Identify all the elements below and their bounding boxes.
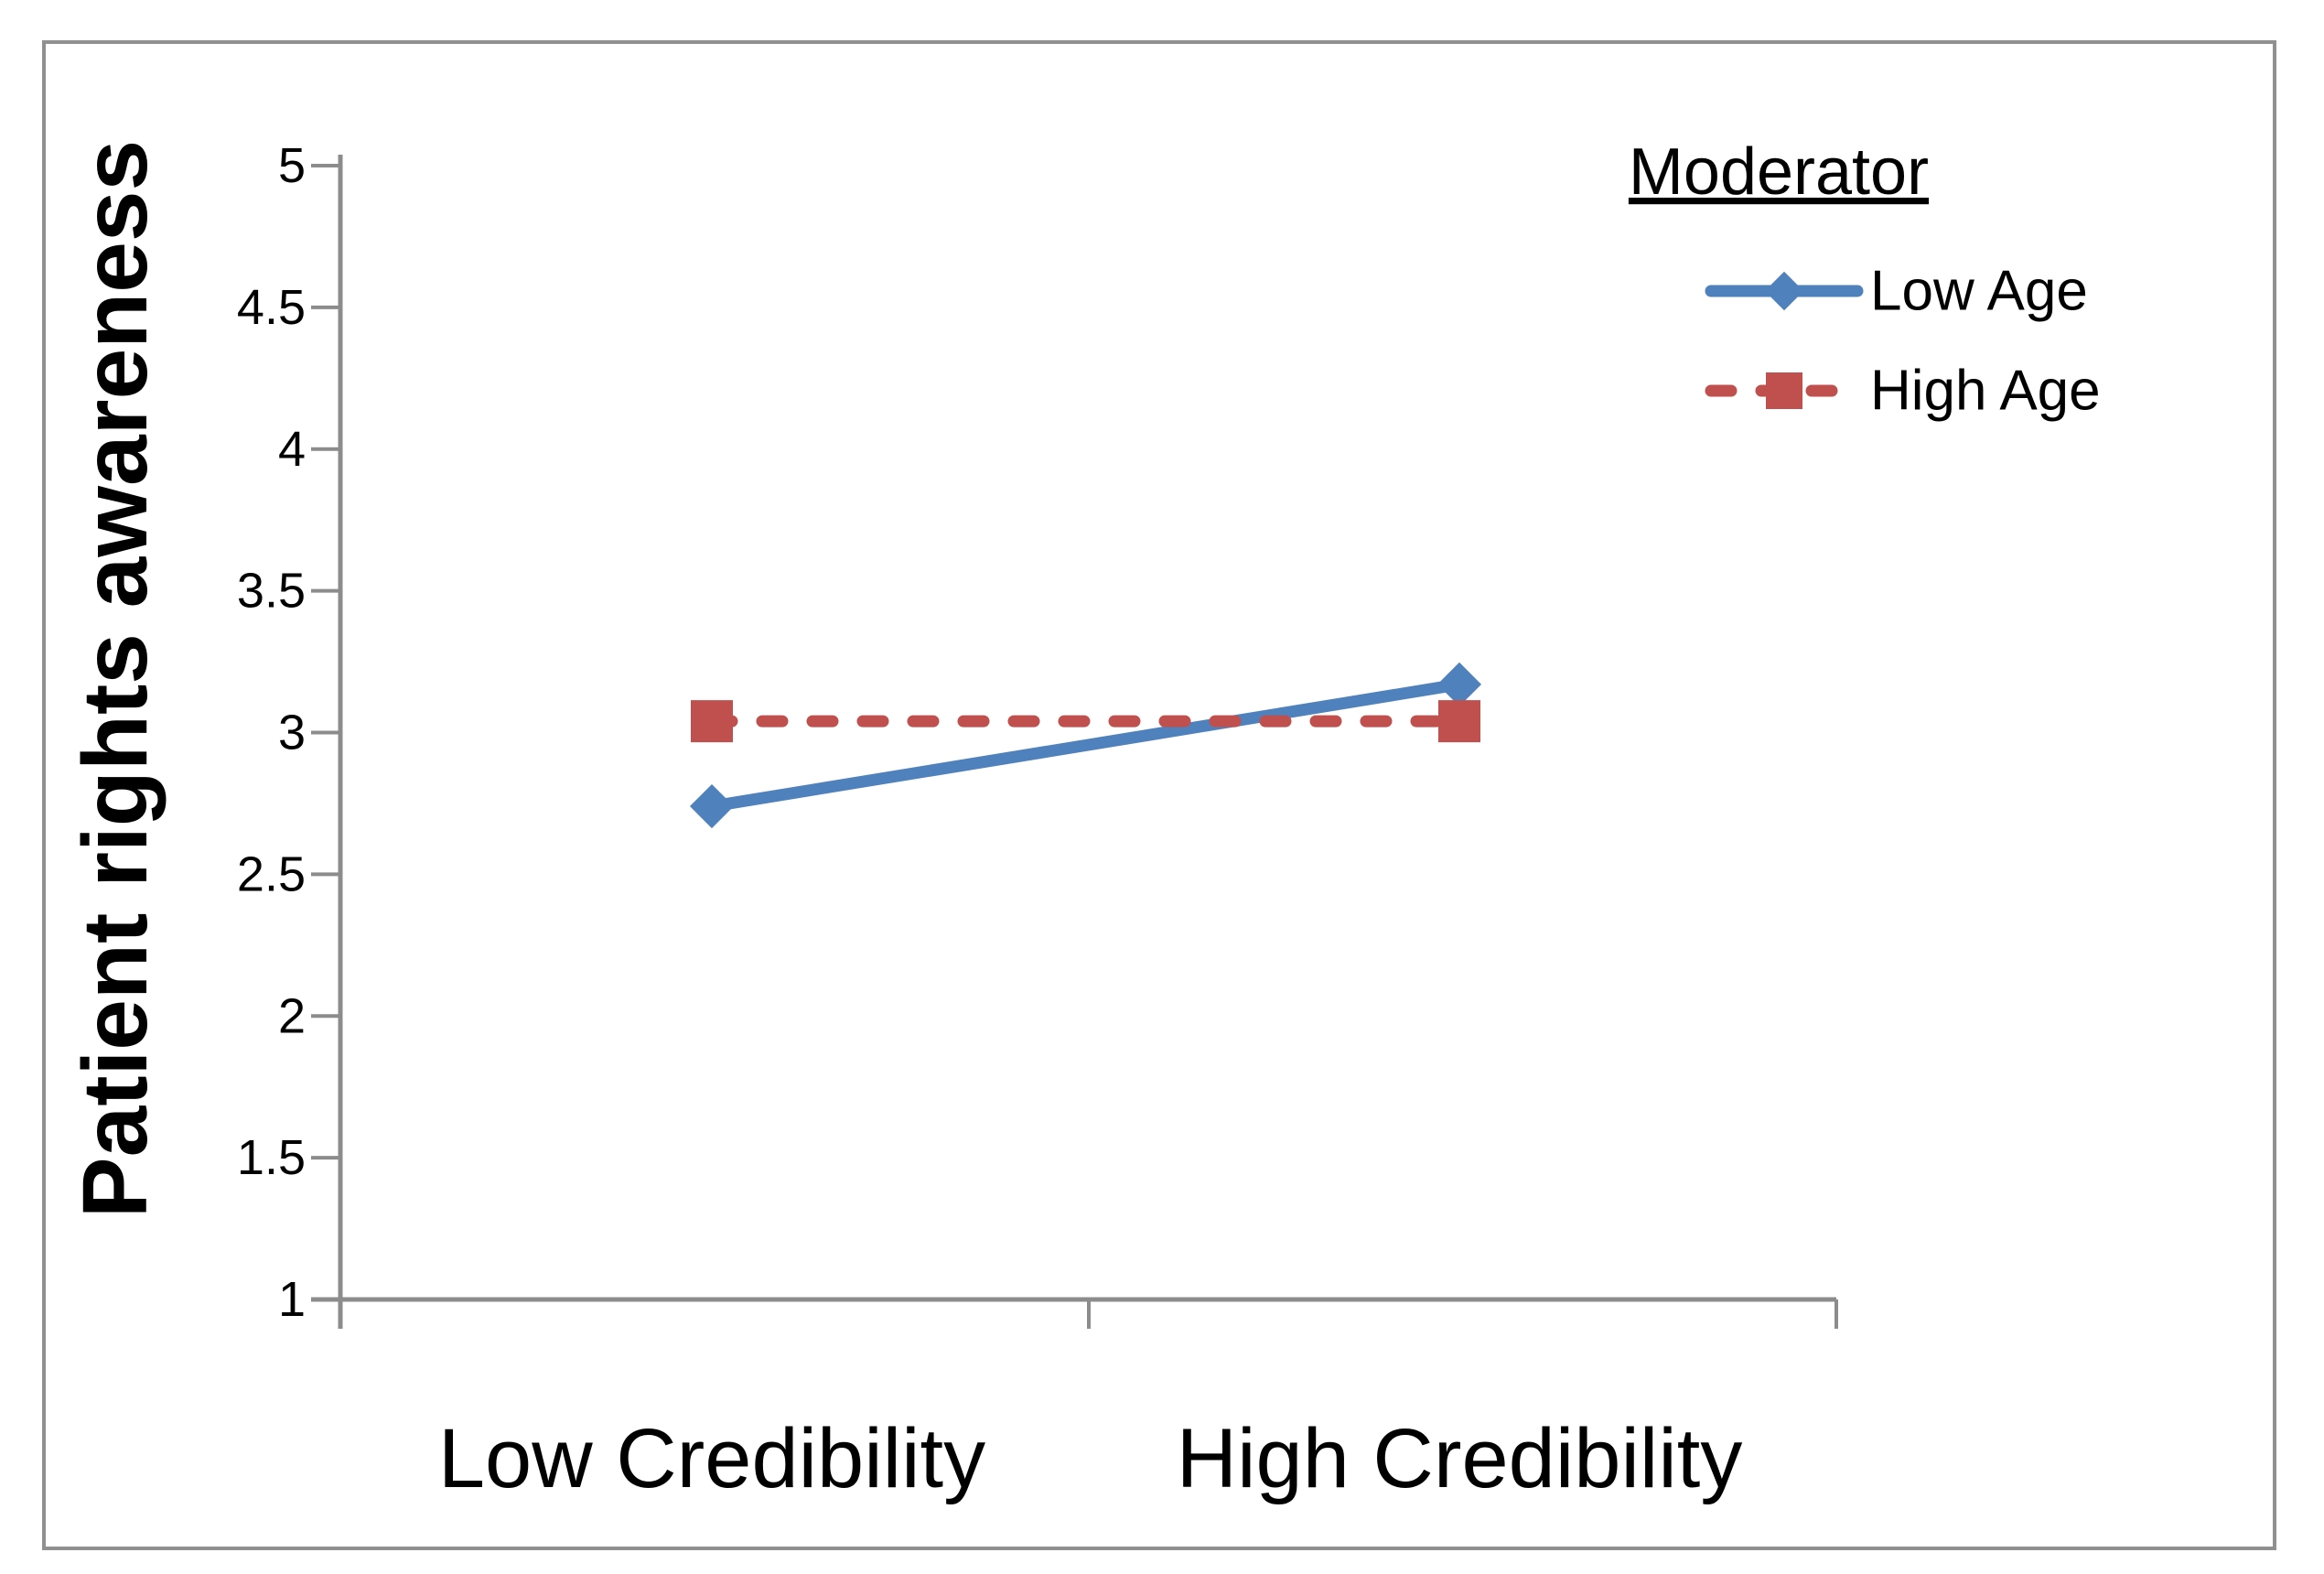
data-point-low-age-low-credibility xyxy=(689,783,735,829)
legend-label-low-age: Low Age xyxy=(1870,260,2088,323)
legend-label-high-age: High Age xyxy=(1870,360,2101,423)
axes-layer: 1 1.5 2 2.5 3 3.5 4 4.5 5 xyxy=(237,138,1838,1329)
y-tick-label: 2.5 xyxy=(237,846,306,901)
y-tick-label: 5 xyxy=(278,138,306,193)
y-tick-label: 1 xyxy=(278,1272,306,1327)
data-point-high-age-high-credibility xyxy=(1438,700,1480,743)
x-category-label-high-credibility: High Credibility xyxy=(1177,1412,1743,1505)
legend-key-samples xyxy=(1705,271,1864,409)
y-tick-label: 3 xyxy=(278,706,306,760)
legend-title: Moderator xyxy=(1629,135,1929,209)
y-tick-label: 4 xyxy=(278,422,306,477)
y-tick-label: 1.5 xyxy=(237,1130,306,1185)
y-axis-title: Patient rights awareness xyxy=(64,140,167,1218)
legend-sample-marker-high-age xyxy=(1766,372,1802,409)
y-tick-label: 3.5 xyxy=(237,564,306,619)
series-layer xyxy=(689,662,1482,829)
series-line-low-age xyxy=(705,678,1466,813)
x-category-label-low-credibility: Low Credibility xyxy=(438,1412,985,1505)
data-point-high-age-low-credibility xyxy=(691,700,733,743)
legend-sample-marker-low-age xyxy=(1764,271,1804,311)
y-tick-label: 2 xyxy=(278,988,306,1043)
y-tick-label: 4.5 xyxy=(237,280,306,335)
